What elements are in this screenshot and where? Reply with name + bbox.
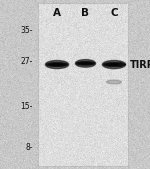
- Text: B: B: [81, 8, 90, 18]
- Text: C: C: [110, 8, 118, 18]
- Bar: [38, 3, 128, 166]
- Text: 35-: 35-: [21, 26, 33, 35]
- Ellipse shape: [75, 59, 96, 67]
- Text: 27-: 27-: [21, 57, 33, 66]
- Text: 15-: 15-: [21, 102, 33, 111]
- Ellipse shape: [103, 63, 124, 66]
- Ellipse shape: [46, 63, 68, 66]
- Text: TIRP: TIRP: [130, 59, 150, 70]
- Ellipse shape: [49, 64, 65, 65]
- Ellipse shape: [106, 80, 122, 84]
- Ellipse shape: [45, 61, 69, 69]
- Text: 8-: 8-: [26, 142, 33, 152]
- Ellipse shape: [106, 64, 122, 65]
- Ellipse shape: [102, 61, 126, 69]
- Ellipse shape: [76, 62, 95, 65]
- Ellipse shape: [78, 63, 93, 64]
- Text: A: A: [53, 8, 61, 18]
